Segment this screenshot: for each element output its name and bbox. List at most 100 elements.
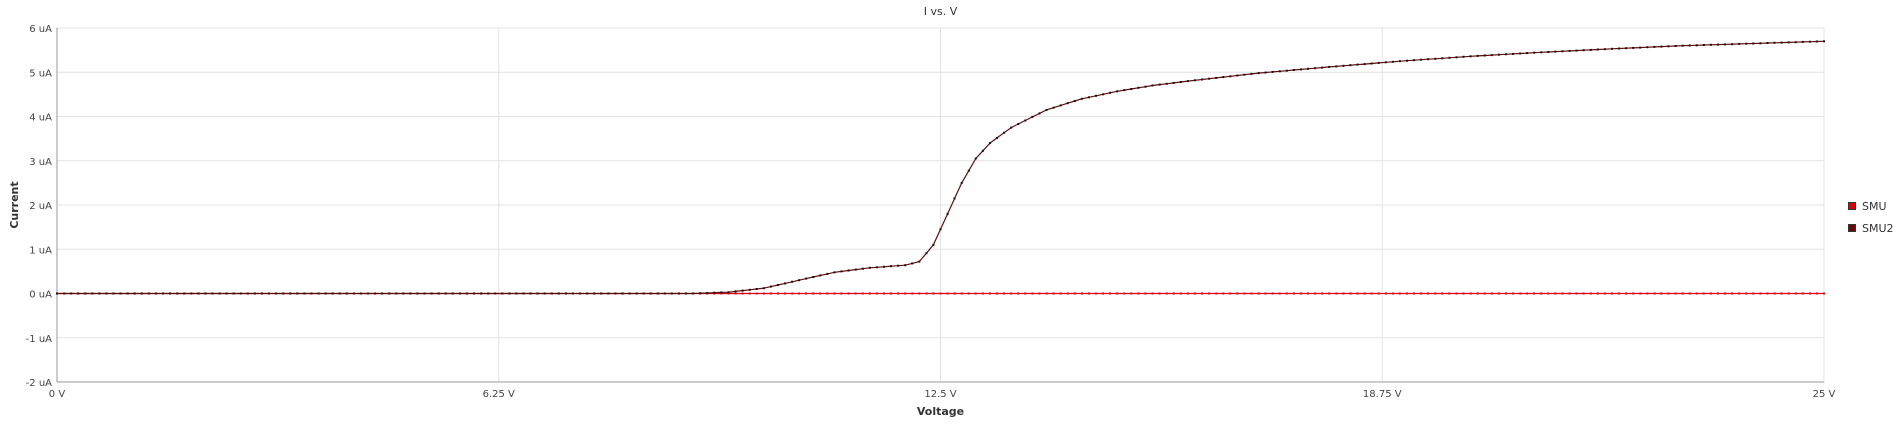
series-smu2-point xyxy=(1526,52,1529,55)
series-smu2-point xyxy=(515,292,518,295)
series-smu2-point xyxy=(925,252,928,255)
series-smu-point xyxy=(925,292,928,295)
series-smu2-point xyxy=(600,292,603,295)
series-smu2-point xyxy=(1342,64,1345,67)
series-smu2-point xyxy=(147,292,150,295)
series-smu2-point xyxy=(1010,126,1013,129)
series-smu-point xyxy=(1123,292,1126,295)
series-smu-point xyxy=(812,292,815,295)
series-smu2-point xyxy=(762,287,765,290)
series-smu2-point xyxy=(1561,50,1564,53)
series-smu2-point xyxy=(232,292,235,295)
series-smu-point xyxy=(1603,292,1606,295)
series-smu2-point xyxy=(572,292,574,295)
series-smu2-point xyxy=(1250,72,1253,75)
series-smu2-point xyxy=(1109,91,1112,94)
series-smu2-point xyxy=(1080,97,1083,100)
series-smu2-point xyxy=(1398,60,1401,63)
y-axis-title: Current xyxy=(8,181,21,228)
series-smu2-point xyxy=(953,197,956,200)
series-smu-point xyxy=(1328,292,1331,295)
series-smu-point xyxy=(791,292,794,295)
series-smu2-point xyxy=(720,291,723,294)
series-smu-point xyxy=(932,292,935,295)
series-smu2-point xyxy=(1787,41,1790,44)
series-smu2-point xyxy=(826,272,829,275)
series-smu2-point xyxy=(1087,96,1090,99)
series-smu-point xyxy=(1688,292,1691,295)
series-smu2-point xyxy=(1766,42,1769,44)
series-smu-point xyxy=(1504,292,1507,295)
series-smu2-point xyxy=(663,292,666,295)
series-smu2-point xyxy=(939,228,942,231)
series-smu2-point xyxy=(1801,40,1804,43)
x-tick-label: 25 V xyxy=(1813,389,1836,400)
series-smu-point xyxy=(1611,292,1613,295)
series-smu-point xyxy=(868,292,871,295)
series-smu2-point xyxy=(402,292,405,295)
series-smu-point xyxy=(1017,292,1020,295)
series-smu-point xyxy=(1660,292,1663,295)
series-smu2-point xyxy=(133,292,136,295)
legend-item-smu2[interactable]: SMU2 xyxy=(1848,217,1894,239)
series-smu2-point xyxy=(1596,48,1599,51)
series-smu-point xyxy=(1398,292,1401,295)
series-smu-point xyxy=(1787,292,1790,295)
series-smu-point xyxy=(1427,292,1430,295)
series-smu2-point xyxy=(819,274,822,277)
series-smu-point xyxy=(1172,292,1175,295)
series-smu2-point xyxy=(1709,43,1712,46)
series-smu2-point xyxy=(678,292,680,295)
series-smu-point xyxy=(911,292,914,295)
series-smu-point xyxy=(1271,292,1274,295)
series-smu-point xyxy=(720,292,723,295)
legend-item-smu[interactable]: SMU xyxy=(1848,195,1894,217)
series-smu-point xyxy=(1823,292,1825,295)
y-tick-label: -2 uA xyxy=(26,378,52,389)
series-smu-point xyxy=(1512,292,1514,295)
series-smu2-point xyxy=(550,292,553,295)
series-smu-point xyxy=(1745,292,1748,295)
series-smu2-point xyxy=(1144,85,1147,88)
series-smu2-point xyxy=(897,264,900,267)
series-smu-point xyxy=(1179,292,1182,295)
series-smu2-point xyxy=(1017,123,1020,125)
series-smu-point xyxy=(1794,292,1797,295)
series-smu2-point xyxy=(430,292,433,295)
series-smu2-point xyxy=(1724,43,1726,46)
series-smu2-point xyxy=(656,292,659,295)
series-smu-point xyxy=(1314,292,1317,295)
series-smu2-point xyxy=(1278,70,1281,73)
series-smu2-point xyxy=(1469,55,1472,58)
series-smu-point xyxy=(1815,292,1818,295)
series-smu-point xyxy=(776,292,779,295)
series-smu2-point xyxy=(960,181,963,184)
series-smu2-point xyxy=(239,292,242,295)
series-smu2-point xyxy=(635,292,638,295)
series-smu-point xyxy=(1476,292,1479,295)
series-smu2-point xyxy=(1794,41,1797,44)
y-tick-label: 2 uA xyxy=(29,201,52,212)
series-smu2-point xyxy=(1003,131,1006,134)
series-smu2-point xyxy=(875,266,878,269)
series-smu-point xyxy=(734,292,737,295)
series-smu2-point xyxy=(1618,47,1620,50)
chart-title: I vs. V xyxy=(924,5,958,18)
series-smu-point xyxy=(1031,292,1034,295)
series-smu2-point xyxy=(685,292,688,295)
y-tick-label: 5 uA xyxy=(29,68,52,79)
legend-label-smu2: SMU2 xyxy=(1862,221,1894,235)
series-smu2-point xyxy=(706,292,709,294)
series-smu2-point xyxy=(1646,46,1649,49)
series-smu-point xyxy=(1455,292,1458,295)
series-smu-point xyxy=(1201,292,1203,295)
series-smu-point xyxy=(840,292,843,295)
series-smu2-point xyxy=(1356,63,1359,66)
series-smu-point xyxy=(1759,292,1762,295)
series-smu2-point xyxy=(741,289,744,292)
series-smu-point xyxy=(847,292,850,295)
series-smu2-point xyxy=(579,292,581,295)
series-smu-point xyxy=(1766,292,1769,295)
series-smu-point xyxy=(1618,292,1620,295)
